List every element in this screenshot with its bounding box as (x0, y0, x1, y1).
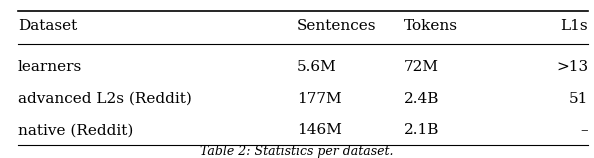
Text: >13: >13 (556, 60, 588, 74)
Text: advanced L2s (Reddit): advanced L2s (Reddit) (18, 92, 192, 106)
Text: 177M: 177M (297, 92, 342, 106)
Text: 2.1B: 2.1B (404, 123, 440, 137)
Text: 146M: 146M (297, 123, 342, 137)
Text: 72M: 72M (404, 60, 439, 74)
Text: learners: learners (18, 60, 82, 74)
Text: L1s: L1s (560, 19, 588, 33)
Text: Sentences: Sentences (297, 19, 377, 33)
Text: –: – (580, 123, 588, 137)
Text: 51: 51 (568, 92, 588, 106)
Text: 2.4B: 2.4B (404, 92, 440, 106)
Text: native (Reddit): native (Reddit) (18, 123, 133, 137)
Text: Table 2: Statistics per dataset.: Table 2: Statistics per dataset. (200, 145, 394, 158)
Text: Tokens: Tokens (404, 19, 458, 33)
Text: 5.6M: 5.6M (297, 60, 337, 74)
Text: Dataset: Dataset (18, 19, 77, 33)
